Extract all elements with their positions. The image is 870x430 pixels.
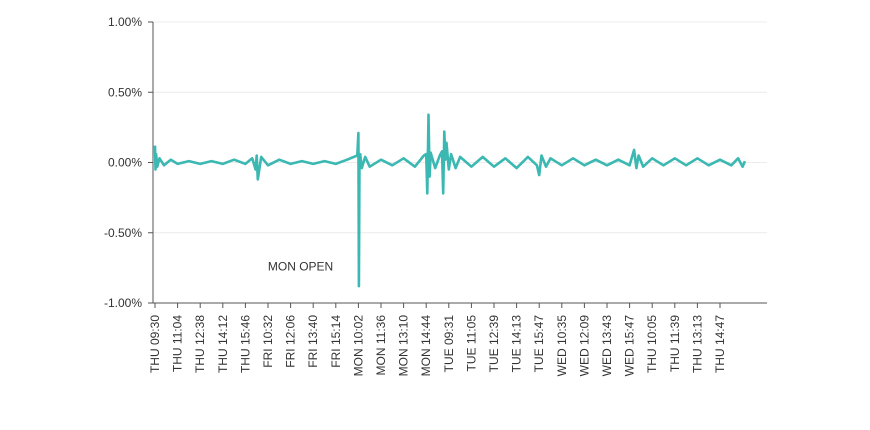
x-tick-label: THU 13:13 [690, 315, 704, 373]
x-tick-label: MON 10:02 [351, 315, 365, 377]
x-tick-label: THU 12:38 [193, 315, 207, 373]
x-tick-label: TUE 14:13 [510, 315, 524, 373]
x-tick-label: TUE 12:39 [487, 315, 501, 373]
x-tick-label: THU 09:30 [148, 315, 162, 373]
y-tick-labels: 1.00% 0.50% 0.00% -0.50% -1.00% [104, 15, 142, 310]
x-tick-label: FRI 13:40 [306, 315, 320, 368]
x-tick-label: WED 10:35 [555, 315, 569, 377]
x-tick-label: THU 10:05 [645, 315, 659, 373]
series-layer [153, 113, 747, 288]
x-tick-label: WED 15:47 [623, 315, 637, 377]
x-tick-label: MON 13:10 [397, 315, 411, 377]
x-tick-label: MON 14:44 [419, 315, 433, 377]
y-tick-label: 0.00% [108, 156, 142, 170]
series-line [153, 113, 747, 288]
x-tick-label: FRI 15:14 [329, 315, 343, 368]
annotations: MON OPEN [268, 259, 333, 273]
x-tick-label: WED 13:43 [600, 315, 614, 377]
x-tick-label: THU 14:47 [713, 315, 727, 373]
x-tick-label: FRI 10:32 [261, 315, 275, 368]
y-tick-label: -1.00% [104, 296, 142, 310]
x-tick-label: THU 15:46 [238, 315, 252, 373]
x-tick-label: FRI 12:06 [284, 315, 298, 368]
x-tick-label: TUE 09:31 [442, 315, 456, 373]
y-tick-label: 0.50% [108, 85, 142, 99]
x-tick-label: TUE 15:47 [532, 315, 546, 373]
x-tick-labels: THU 09:30 THU 11:04 THU 12:38 THU 14:12 THU … [148, 315, 727, 377]
y-tick-label: 1.00% [108, 15, 142, 29]
annotation-label: MON OPEN [268, 259, 333, 273]
x-tick-label: THU 14:12 [216, 315, 230, 373]
axes [148, 21, 767, 308]
x-tick-label: MON 11:36 [374, 315, 388, 376]
x-tick-label: WED 12:09 [577, 315, 591, 377]
y-tick-label: -0.50% [104, 226, 142, 240]
x-tick-label: TUE 11:05 [464, 315, 478, 372]
x-tick-label: THU 11:04 [171, 315, 185, 372]
x-tick-label: THU 11:39 [668, 315, 682, 372]
